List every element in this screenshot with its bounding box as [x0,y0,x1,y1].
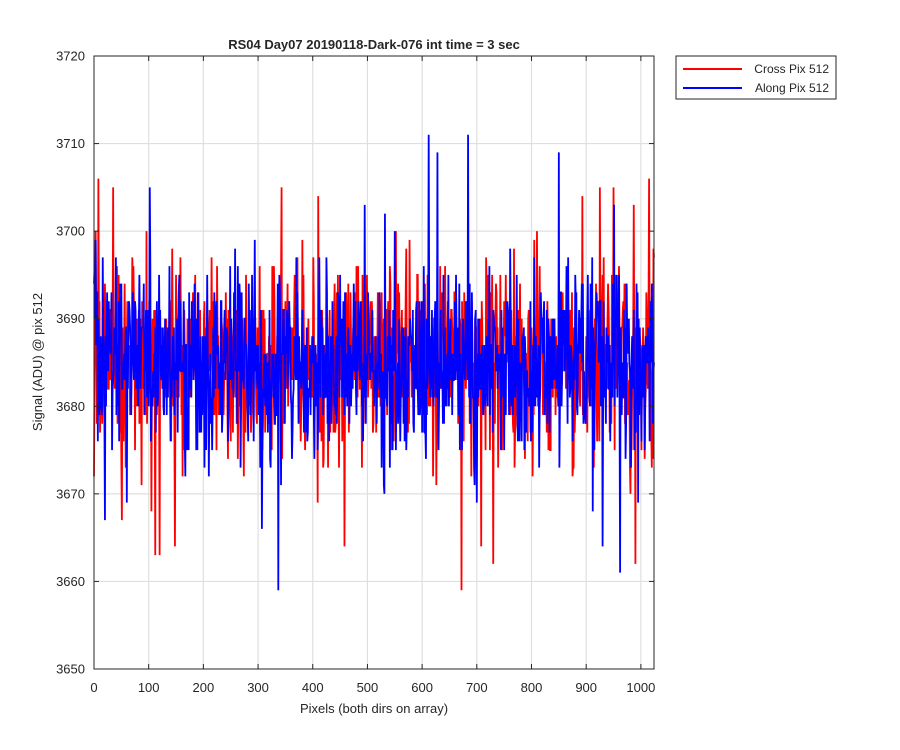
x-tick-label: 200 [193,680,215,695]
x-tick-label: 500 [357,680,379,695]
y-tick-label: 3720 [56,49,85,64]
x-tick-label: 700 [466,680,488,695]
legend-label-along: Along Pix 512 [755,81,829,95]
x-tick-label: 600 [411,680,433,695]
series-line-along [93,134,655,591]
x-axis-label: Pixels (both dirs on array) [300,701,448,716]
x-tick-label: 800 [521,680,543,695]
chart-title: RS04 Day07 20190118-Dark-076 int time = … [228,37,520,52]
y-tick-label: 3680 [56,399,85,414]
x-tick-label: 100 [138,680,160,695]
x-tick-label: 1000 [626,680,655,695]
legend: Cross Pix 512 Along Pix 512 [675,55,837,100]
x-tick-label: 300 [247,680,269,695]
legend-box [675,55,837,100]
y-axis-label: Signal (ADU) @ pix 512 [30,293,45,431]
axes-box [93,55,655,670]
legend-label-cross: Cross Pix 512 [754,62,829,76]
x-tick-label: 900 [575,680,597,695]
x-tick-label: 0 [90,680,97,695]
x-tick-label: 400 [302,680,324,695]
y-tick-label: 3650 [56,662,85,677]
x-ticks: 0 100 200 300 400 500 600 700 800 900 1000 [90,56,655,695]
y-tick-label: 3710 [56,136,85,151]
y-ticks: 3650 3660 3670 3680 3690 3700 3710 3720 [56,49,654,677]
y-tick-label: 3700 [56,224,85,239]
y-tick-label: 3660 [56,574,85,589]
y-tick-label: 3690 [56,311,85,326]
y-tick-label: 3670 [56,486,85,501]
series-layer [93,134,655,591]
